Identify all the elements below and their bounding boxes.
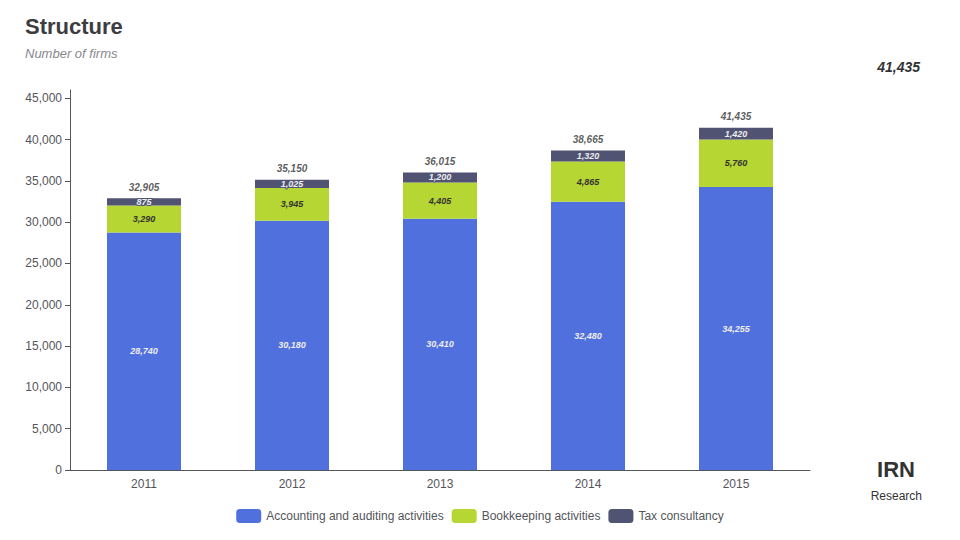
svg-text:20,000: 20,000 — [25, 298, 62, 312]
svg-text:1,320: 1,320 — [577, 151, 600, 161]
svg-text:Research: Research — [871, 489, 922, 503]
svg-text:35,150: 35,150 — [277, 163, 308, 174]
svg-text:36,015: 36,015 — [425, 156, 456, 167]
svg-text:10,000: 10,000 — [25, 380, 62, 394]
svg-text:5,760: 5,760 — [725, 158, 748, 168]
svg-text:28,740: 28,740 — [129, 346, 158, 356]
svg-text:2014: 2014 — [575, 477, 602, 491]
svg-text:30,000: 30,000 — [25, 215, 62, 229]
svg-text:2015: 2015 — [723, 477, 750, 491]
svg-text:Accounting and auditing activi: Accounting and auditing activities — [266, 509, 443, 523]
svg-text:15,000: 15,000 — [25, 339, 62, 353]
svg-text:2012: 2012 — [279, 477, 306, 491]
svg-text:4,405: 4,405 — [428, 196, 453, 206]
svg-text:25,000: 25,000 — [25, 256, 62, 270]
svg-text:Structure: Structure — [25, 14, 123, 39]
svg-text:45,000: 45,000 — [25, 91, 62, 105]
svg-text:30,180: 30,180 — [278, 340, 306, 350]
svg-text:2011: 2011 — [131, 477, 157, 491]
svg-text:41,435: 41,435 — [876, 59, 920, 75]
svg-text:0: 0 — [55, 463, 62, 477]
svg-text:3,290: 3,290 — [133, 214, 156, 224]
svg-text:1,200: 1,200 — [429, 172, 452, 182]
svg-text:Number of firms: Number of firms — [25, 46, 118, 61]
svg-text:Tax consultancy: Tax consultancy — [638, 509, 723, 523]
svg-text:875: 875 — [136, 197, 152, 207]
svg-text:32,480: 32,480 — [574, 331, 602, 341]
svg-text:32,905: 32,905 — [129, 182, 160, 193]
svg-text:IRN: IRN — [877, 457, 915, 482]
svg-text:4,865: 4,865 — [576, 177, 601, 187]
svg-text:40,000: 40,000 — [25, 133, 62, 147]
svg-text:2013: 2013 — [427, 477, 454, 491]
svg-text:41,435: 41,435 — [720, 111, 752, 122]
svg-text:35,000: 35,000 — [25, 174, 62, 188]
svg-text:38,665: 38,665 — [573, 134, 604, 145]
svg-text:Bookkeeping activities: Bookkeeping activities — [482, 509, 601, 523]
svg-text:30,410: 30,410 — [426, 339, 454, 349]
svg-text:5,000: 5,000 — [32, 422, 62, 436]
svg-text:1,025: 1,025 — [281, 179, 305, 189]
svg-text:3,945: 3,945 — [281, 199, 305, 209]
svg-text:1,420: 1,420 — [725, 129, 748, 139]
svg-text:34,255: 34,255 — [722, 324, 751, 334]
